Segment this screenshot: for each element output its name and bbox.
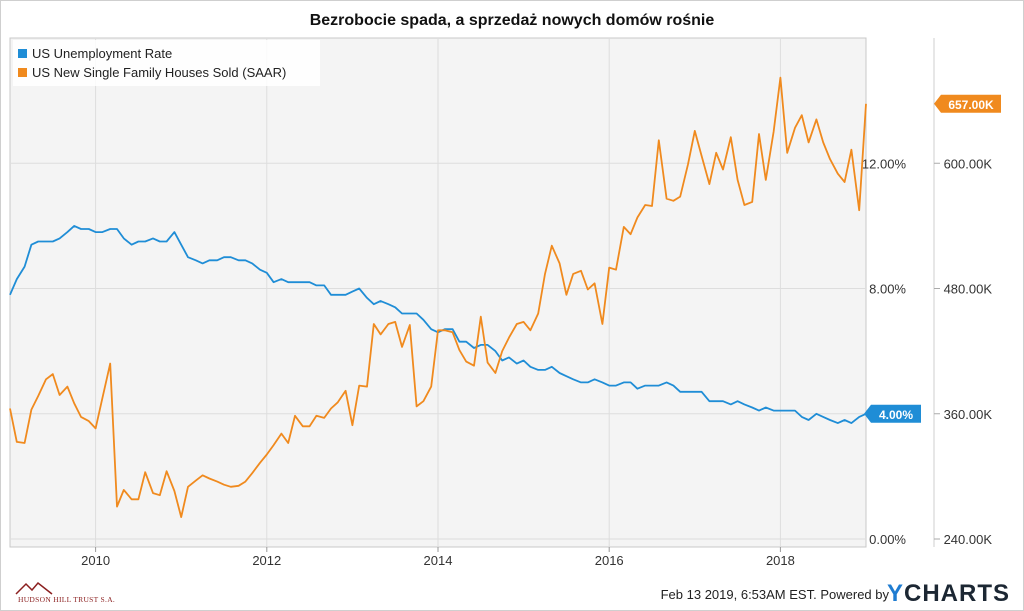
footer-timestamp: Feb 13 2019, 6:53AM EST. Powered by (661, 587, 889, 602)
houses-sold-series-line[interactable] (9, 76, 867, 518)
company-logo (14, 580, 134, 606)
x-tick-label: 2016 (595, 553, 624, 568)
ycharts-logo[interactable]: YCHARTS (887, 580, 1010, 608)
left-tick-label: 8.00% (869, 282, 906, 297)
x-tick-label: 2014 (424, 553, 453, 568)
x-tick-label: 2012 (252, 553, 281, 568)
x-tick-label: 2010 (81, 553, 110, 568)
powered-by: Powered by (820, 587, 889, 602)
right-tick-label: 360.00K (944, 407, 993, 422)
chart-title: Bezrobocie spada, a sprzedaż nowych domó… (309, 12, 715, 29)
ycharts-rest: CHARTS (904, 580, 1010, 607)
x-tick-label: 2018 (766, 553, 795, 568)
legend-swatch-houses (18, 68, 27, 77)
right-axis: 240.00K 360.00K 480.00K 600.00K (933, 38, 993, 547)
logo-mark (15, 581, 53, 595)
left-tick-label: 0.00% (869, 532, 906, 547)
legend-label-houses[interactable]: US New Single Family Houses Sold (SAAR) (32, 65, 286, 80)
left-tick-label: 12.00% (862, 156, 907, 171)
unemployment-last-label: 4.00% (879, 408, 913, 422)
timestamp: Feb 13 2019, 6:53AM EST. (660, 587, 817, 602)
ycharts-y: Y (886, 580, 904, 607)
houses-last-label: 657.00K (948, 98, 994, 112)
houses-last-flag (934, 94, 1001, 113)
left-axis: 0.00%4.00%8.00%12.00% (862, 156, 907, 547)
legend-swatch-unemployment (18, 49, 27, 58)
logo-text: HUDSON HILL TRUST S.A. (18, 595, 116, 604)
grid (10, 38, 866, 547)
series-lines (9, 76, 867, 518)
legend-box (13, 40, 320, 86)
legend-label-unemployment[interactable]: US Unemployment Rate (32, 46, 172, 61)
unemployment-last-flag (864, 404, 921, 423)
x-axis: 2010 2012 2014 2016 2018 (81, 547, 795, 568)
right-tick-label: 480.00K (944, 282, 993, 297)
last-value-flags: 4.00% 657.00K (864, 94, 1001, 423)
right-tick-label: 600.00K (944, 156, 993, 171)
legend[interactable]: US Unemployment Rate US New Single Famil… (13, 40, 320, 86)
right-tick-label: 240.00K (944, 532, 993, 547)
